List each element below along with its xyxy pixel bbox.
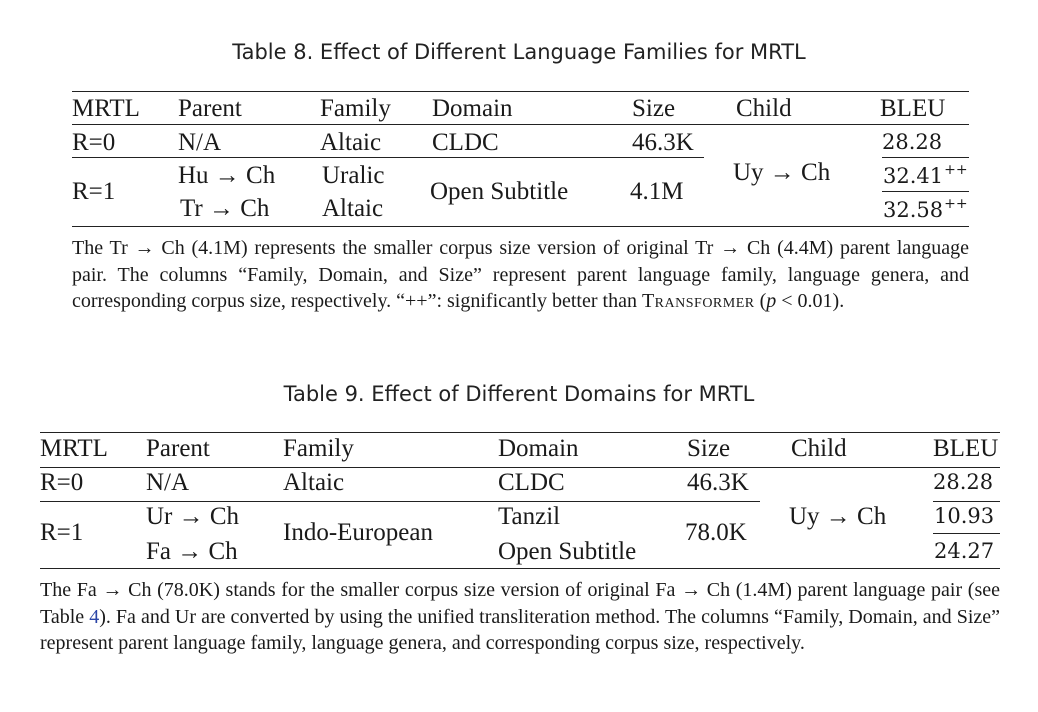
table8-row-rule-right <box>882 157 969 158</box>
table8-r1-bleu-b: 32.58++ <box>883 196 968 222</box>
table8-header-mrtl: MRTL <box>72 95 140 122</box>
table9-r1-bleu-a: 10.93 <box>934 504 995 528</box>
table9-child: Uy → Ch <box>789 503 887 530</box>
table8-header-rule <box>72 124 969 125</box>
table9-r1-domain-a: Tanzil <box>498 503 561 530</box>
table9-header-size: Size <box>687 435 731 462</box>
table8-child: Uy → Ch <box>733 159 831 186</box>
table-ref-link[interactable]: 4 <box>89 605 100 628</box>
table9-r1-mrtl: R=1 <box>40 519 84 546</box>
table8-top-rule <box>72 91 969 92</box>
table9-r0-bleu: 28.28 <box>933 470 994 494</box>
table8-header-child: Child <box>736 95 792 122</box>
table8-r1-family-b: Altaic <box>322 195 384 222</box>
table8-r0-mrtl: R=0 <box>72 129 116 156</box>
table8-r0-domain: CLDC <box>432 129 499 156</box>
table8-r0-parent: N/A <box>178 129 222 156</box>
table9-header-domain: Domain <box>498 435 579 462</box>
table9-header-rule <box>40 467 1000 468</box>
table8-row-rule-left <box>72 157 704 158</box>
table9-r0-size: 46.3K <box>687 469 749 496</box>
table9-header-child: Child <box>791 435 847 462</box>
table8-r1-parent-b: Tr → Ch <box>180 195 270 222</box>
table9-r0-parent: N/A <box>146 469 190 496</box>
table8-caption: Table 8. Effect of Different Language Fa… <box>232 40 806 64</box>
table8-bottom-rule <box>72 226 969 227</box>
table8-header-parent: Parent <box>178 95 242 122</box>
table8-r1-bleu-a: 32.41++ <box>883 162 968 188</box>
table8-header-size: Size <box>632 95 676 122</box>
table9-bottom-rule <box>40 568 1000 569</box>
table9-header-bleu: BLEU <box>933 435 999 462</box>
table9-header-mrtl: MRTL <box>40 435 108 462</box>
table9-caption: Table 9. Effect of Different Domains for… <box>283 382 755 406</box>
table8-r0-size: 46.3K <box>632 129 694 156</box>
table9-r0-family: Altaic <box>283 469 345 496</box>
table8-note: The Tr → Ch (4.1M) represents the smalle… <box>72 237 969 312</box>
table9-header-parent: Parent <box>146 435 210 462</box>
table9-r0-mrtl: R=0 <box>40 469 84 496</box>
table9-r1-size: 78.0K <box>685 519 747 546</box>
table8-r1-family-a: Uralic <box>322 162 385 189</box>
table8-r1-size: 4.1M <box>630 178 684 205</box>
table9-bleu-divider <box>933 533 1000 534</box>
table9-top-rule <box>40 432 1000 433</box>
table9-r1-parent-b: Fa → Ch <box>146 538 238 565</box>
table9-row-rule-right <box>933 501 1000 502</box>
table9-r1-parent-a: Ur → Ch <box>146 503 240 530</box>
table8-header-family: Family <box>320 95 391 122</box>
table9-row-rule-left <box>40 501 760 502</box>
table9-r1-bleu-b: 24.27 <box>934 539 995 563</box>
table9-r0-domain: CLDC <box>498 469 565 496</box>
table9-note: The Fa → Ch (78.0K) stands for the small… <box>40 579 1001 654</box>
table8-r0-bleu: 28.28 <box>882 130 943 154</box>
table9-r1-family: Indo-European <box>283 519 433 546</box>
table8-bleu-divider <box>882 191 969 192</box>
table8-header-bleu: BLEU <box>880 95 946 122</box>
table8-r1-parent-a: Hu → Ch <box>178 162 276 189</box>
table8-r0-family: Altaic <box>320 129 382 156</box>
table8-r1-domain: Open Subtitle <box>430 178 569 205</box>
table9-header-family: Family <box>283 435 354 462</box>
table8-header-domain: Domain <box>432 95 513 122</box>
table8-r1-mrtl: R=1 <box>72 178 116 205</box>
table9-r1-domain-b: Open Subtitle <box>498 538 637 565</box>
